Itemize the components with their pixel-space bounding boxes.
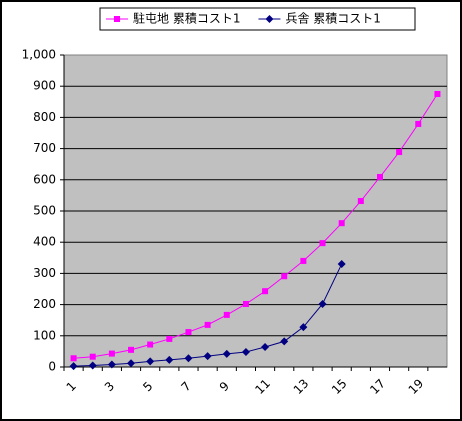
marker <box>147 341 154 348</box>
marker <box>319 240 326 247</box>
marker <box>241 348 250 357</box>
legend-box <box>99 7 416 31</box>
marker <box>300 257 307 264</box>
series-line <box>73 93 438 359</box>
marker <box>128 346 135 353</box>
legend-label: 駐屯地 累積コスト1 <box>133 11 240 26</box>
marker <box>222 349 231 358</box>
marker <box>281 273 288 280</box>
marker <box>415 120 422 127</box>
legend-label: 兵舎 累積コスト1 <box>285 11 380 26</box>
marker <box>108 350 115 357</box>
marker <box>434 91 441 97</box>
marker <box>89 353 96 360</box>
marker <box>376 173 383 180</box>
marker <box>280 337 289 346</box>
marker <box>242 300 249 307</box>
y-tick-label: 500 <box>33 204 56 218</box>
marker <box>166 335 173 342</box>
marker <box>396 149 403 156</box>
marker <box>69 362 78 371</box>
marker <box>146 357 155 366</box>
legend-marker <box>114 16 120 22</box>
marker <box>337 260 346 269</box>
marker <box>127 359 136 368</box>
y-tick-label: 400 <box>33 235 56 249</box>
y-tick-label: 300 <box>33 266 56 280</box>
marker <box>203 352 212 361</box>
marker <box>261 343 270 352</box>
marker <box>299 323 308 332</box>
y-tick-label: 0 <box>48 360 56 374</box>
y-tick-label: 100 <box>33 328 56 342</box>
marker <box>204 321 211 328</box>
marker <box>185 329 192 336</box>
marker <box>165 355 174 364</box>
marker <box>338 220 345 227</box>
y-tick-label: 800 <box>33 110 56 124</box>
y-tick-label: 700 <box>33 141 56 155</box>
y-tick-label: 1,000 <box>22 48 56 62</box>
marker <box>318 299 327 308</box>
marker <box>88 361 97 370</box>
marker <box>70 355 77 362</box>
legend: 駐屯地 累積コスト1 兵舎 累積コスト1 <box>99 7 416 31</box>
legend-marker <box>265 15 274 23</box>
marker <box>223 311 230 318</box>
marker <box>357 198 364 205</box>
y-tick-label: 900 <box>33 79 56 93</box>
marker <box>262 288 269 295</box>
y-tick-label: 600 <box>33 172 56 186</box>
marker <box>107 360 116 369</box>
marker <box>184 354 193 363</box>
y-tick-label: 200 <box>33 297 56 311</box>
